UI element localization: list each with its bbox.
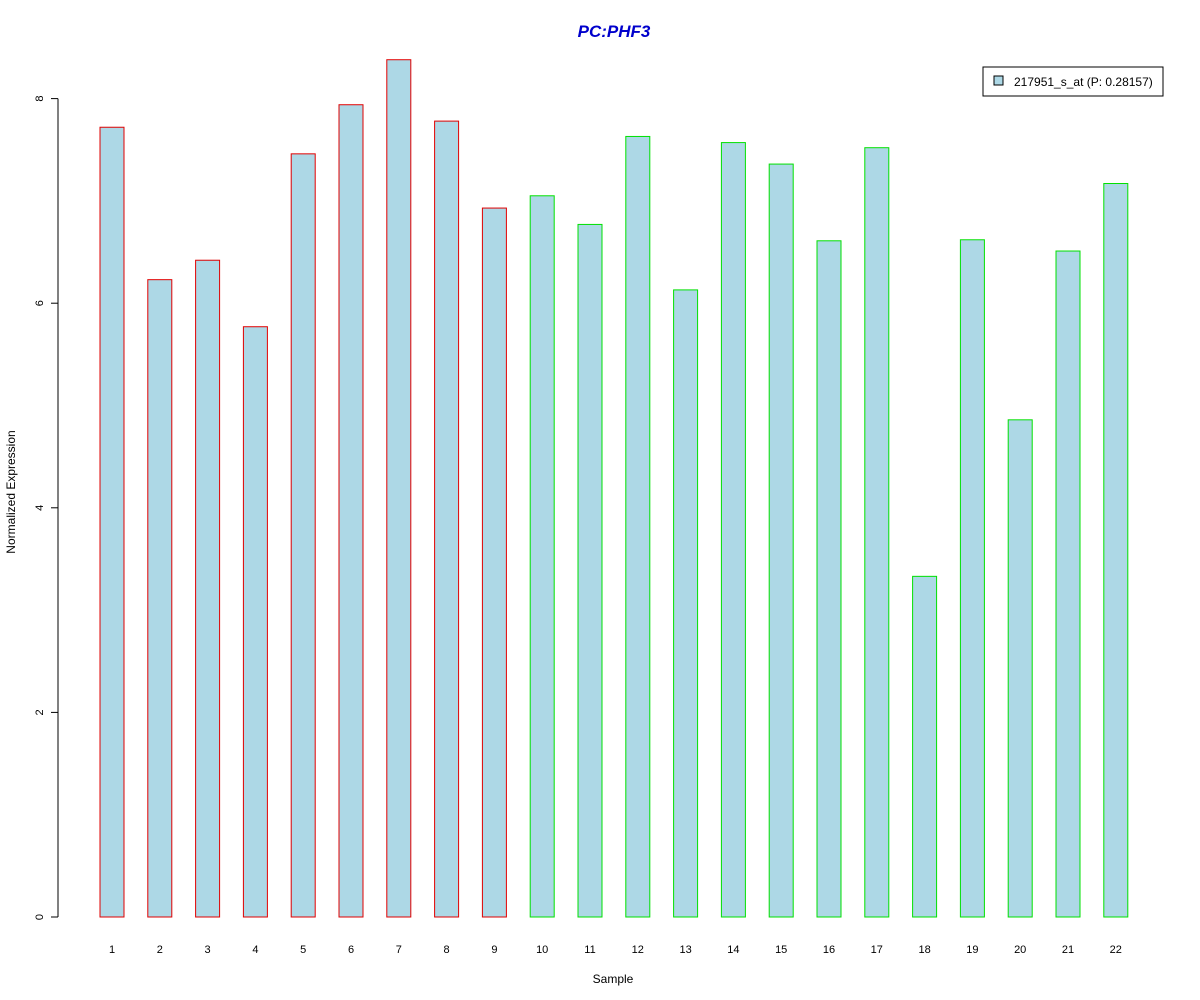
bars: [99, 59, 1129, 918]
bar-sample-12: [625, 135, 651, 918]
y-tick-label: 2: [34, 709, 46, 715]
x-tick-label-3: 3: [205, 944, 211, 956]
y-tick-label: 0: [34, 914, 46, 920]
x-tick-label-5: 5: [300, 944, 306, 956]
x-tick-label-13: 13: [679, 944, 691, 956]
bar-sample-13: [673, 289, 699, 918]
x-tick-label-19: 19: [966, 944, 978, 956]
bar-sample-5: [290, 153, 316, 918]
legend-label: 217951_s_at (P: 0.28157): [1014, 75, 1153, 89]
x-tick-label-1: 1: [109, 944, 115, 956]
bar-sample-4: [242, 326, 268, 918]
bar-sample-20: [1007, 419, 1033, 918]
chart-title: PC:PHF3: [578, 22, 651, 41]
bar-sample-21: [1055, 250, 1081, 918]
x-tick-label-17: 17: [871, 944, 883, 956]
bar-sample-2: [147, 279, 173, 918]
x-tick-label-16: 16: [823, 944, 835, 956]
legend-swatch: [993, 75, 1004, 86]
x-tick-label-22: 22: [1110, 944, 1122, 956]
x-tick-label-15: 15: [775, 944, 787, 956]
y-tick-label: 8: [34, 96, 46, 102]
x-tick-labels: 1 2 3 4 5 6 7 8 9 10 11 12 13 14 15 16 17 18 19 20 21 22: [109, 944, 1122, 956]
bar-sample-19: [959, 239, 985, 918]
x-tick-label-9: 9: [491, 944, 497, 956]
x-tick-label-14: 14: [727, 944, 739, 956]
bar-sample-9: [481, 207, 507, 918]
x-tick-label-21: 21: [1062, 944, 1074, 956]
x-tick-label-12: 12: [632, 944, 644, 956]
x-tick-label-18: 18: [918, 944, 930, 956]
y-tick-label: 6: [34, 300, 46, 306]
x-axis-label: Sample: [593, 972, 634, 986]
bar-sample-6: [338, 104, 364, 918]
bar-sample-7: [386, 59, 412, 918]
bar-sample-18: [912, 575, 938, 918]
bar-sample-1: [99, 126, 125, 918]
x-tick-label-10: 10: [536, 944, 548, 956]
x-tick-label-4: 4: [252, 944, 258, 956]
y-axis: 0 2 4 6 8: [34, 96, 59, 920]
bar-sample-15: [768, 163, 794, 918]
bar-sample-10: [529, 195, 555, 918]
bar-sample-17: [864, 147, 890, 918]
x-tick-label-8: 8: [444, 944, 450, 956]
bar-sample-8: [434, 120, 460, 918]
bar-sample-3: [195, 259, 221, 918]
legend-box: [982, 66, 1164, 97]
bar-sample-11: [577, 223, 603, 918]
x-tick-label-20: 20: [1014, 944, 1026, 956]
bar-sample-14: [720, 142, 746, 918]
bar-sample-22: [1103, 183, 1129, 918]
x-tick-label-7: 7: [396, 944, 402, 956]
x-tick-label-2: 2: [157, 944, 163, 956]
y-tick-label: 4: [34, 505, 46, 511]
x-tick-label-6: 6: [348, 944, 354, 956]
bar-sample-16: [816, 240, 842, 918]
x-tick-label-11: 11: [584, 944, 595, 956]
y-axis-label: Normalized Expression: [4, 430, 18, 553]
legend: 217951_s_at (P: 0.28157): [982, 66, 1164, 97]
